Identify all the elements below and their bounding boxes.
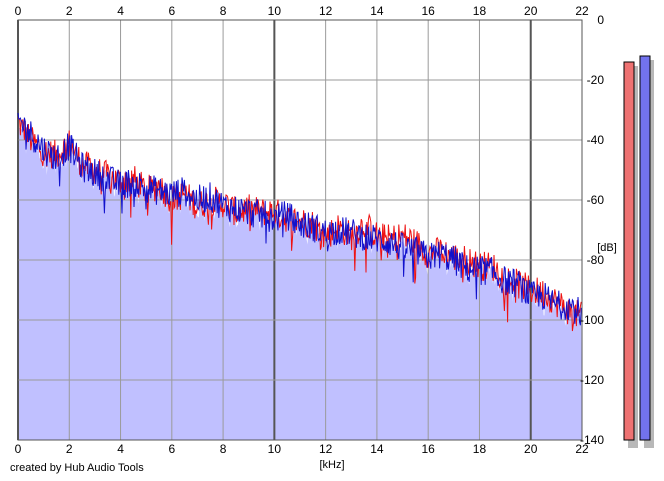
plot-border — [17, 19, 583, 441]
x-tick-top-2: 2 — [66, 4, 73, 18]
x-tick-bottom-20: 20 — [524, 442, 538, 456]
x-tick-top-4: 4 — [117, 4, 124, 18]
y-tick-labels: 0 -20 -40 -60 -80 -100 -120 -140 — [580, 13, 604, 447]
x-tick-top-18: 18 — [473, 4, 487, 18]
y-tick-minus100: -100 — [580, 313, 604, 327]
grid-lines — [17, 19, 583, 441]
x-axis-label: [kHz] — [319, 459, 344, 471]
x-tick-bottom-14: 14 — [370, 442, 384, 456]
y-tick-minus20: -20 — [587, 73, 605, 87]
x-tick-top-14: 14 — [370, 4, 384, 18]
x-tick-bottom-22: 22 — [575, 442, 589, 456]
spectrum-fill — [18, 122, 582, 440]
y-axis-label: [dB] — [597, 242, 617, 254]
credit-text: created by Hub Audio Tools — [10, 462, 144, 474]
x-tick-labels-top: 0 2 4 6 8 10 12 14 16 18 20 22 — [15, 4, 589, 18]
x-tick-bottom-16: 16 — [422, 442, 436, 456]
x-tick-bottom-10: 10 — [268, 442, 282, 456]
y-tick-minus120: -120 — [580, 373, 604, 387]
x-tick-bottom-12: 12 — [319, 442, 333, 456]
y-tick-0: 0 — [597, 13, 604, 27]
x-tick-top-16: 16 — [422, 4, 436, 18]
x-tick-top-22: 22 — [575, 4, 589, 18]
x-tick-bottom-4: 4 — [117, 442, 124, 456]
y-tick-minus60: -60 — [587, 193, 605, 207]
x-tick-top-6: 6 — [168, 4, 175, 18]
spectrum-fill-area — [18, 122, 582, 440]
y-tick-minus80: -80 — [587, 253, 605, 267]
y-tick-minus40: -40 — [587, 133, 605, 147]
level-meters — [623, 55, 654, 448]
x-tick-bottom-8: 8 — [220, 442, 227, 456]
x-tick-bottom-2: 2 — [66, 442, 73, 456]
y-tick-minus140: -140 — [580, 433, 604, 447]
x-tick-bottom-0: 0 — [15, 442, 22, 456]
x-tick-top-20: 20 — [524, 4, 538, 18]
x-tick-top-8: 8 — [220, 4, 227, 18]
x-tick-top-0: 0 — [15, 4, 22, 18]
series-line-right — [17, 112, 582, 326]
x-tick-top-12: 12 — [319, 4, 333, 18]
level-meter-left — [623, 61, 635, 441]
x-tick-labels-bottom: 0 2 4 6 8 10 12 14 16 18 20 22 — [15, 442, 589, 456]
x-tick-bottom-18: 18 — [473, 442, 487, 456]
series-lines — [17, 112, 582, 332]
x-tick-bottom-6: 6 — [168, 442, 175, 456]
x-tick-top-10: 10 — [268, 4, 282, 18]
level-meter-right — [639, 55, 651, 441]
